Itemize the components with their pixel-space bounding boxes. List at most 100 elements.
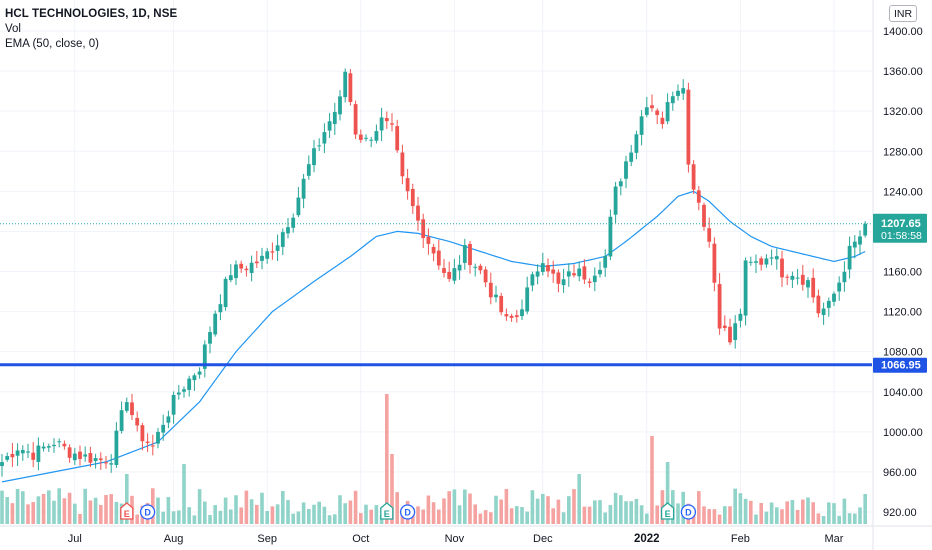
candle-body — [447, 272, 452, 279]
earnings-marker-shape — [660, 502, 675, 520]
candle — [806, 277, 810, 298]
candle — [182, 386, 186, 398]
volume-bar — [88, 500, 93, 524]
candle-body — [795, 277, 800, 279]
volume-bar — [421, 509, 425, 524]
volume-bar — [780, 509, 784, 524]
volume-bar — [821, 515, 826, 524]
candle-body — [26, 451, 30, 453]
dividend-marker[interactable]: D — [680, 504, 697, 520]
candle — [722, 315, 727, 332]
candle — [244, 265, 249, 277]
candle — [686, 82, 691, 173]
candle — [405, 168, 410, 200]
candle — [821, 302, 826, 325]
candle-body — [239, 263, 244, 269]
volume-bar — [598, 500, 602, 524]
candle — [504, 308, 509, 321]
volume-bar — [478, 513, 483, 524]
volume-bar — [806, 497, 810, 524]
earnings-marker[interactable]: E — [380, 502, 394, 520]
volume-bar — [837, 515, 841, 524]
earnings-marker[interactable]: E — [660, 502, 675, 520]
support-price-tag: 1066.95 — [873, 357, 927, 373]
volume-bar — [187, 507, 191, 524]
candle-body — [322, 132, 327, 144]
candle — [832, 291, 836, 307]
earnings-marker[interactable]: E — [120, 502, 134, 520]
candle-body — [639, 116, 644, 135]
dividend-marker[interactable]: D — [399, 504, 416, 520]
candle — [104, 455, 108, 469]
candle — [525, 276, 530, 315]
volume-bar — [192, 515, 197, 524]
candle-body — [421, 219, 426, 239]
price-tick-label: 960.00 — [883, 467, 917, 479]
volume-bar — [171, 511, 176, 524]
volume-bar — [338, 495, 342, 524]
candle — [603, 249, 608, 277]
volume-bar — [125, 474, 129, 524]
volume-bar — [587, 506, 592, 524]
ema-indicator-label[interactable]: EMA (50, close, 0) — [5, 38, 99, 50]
candle-body — [36, 445, 41, 462]
candle — [681, 79, 686, 100]
candle-body — [852, 241, 857, 248]
volume-bar — [551, 508, 555, 524]
candle — [306, 155, 311, 180]
candle — [124, 397, 129, 413]
candle-body — [171, 394, 176, 415]
candle-body — [764, 258, 769, 265]
candle — [816, 289, 821, 318]
candle — [696, 186, 701, 211]
candle-body — [826, 300, 831, 308]
candle — [509, 313, 514, 322]
candle — [46, 443, 51, 452]
candle-body — [520, 309, 524, 317]
candle-body — [301, 178, 306, 199]
currency-badge[interactable]: INR — [889, 5, 917, 22]
candle-body — [348, 73, 353, 102]
volume-bar — [390, 454, 394, 524]
candle-body — [67, 447, 72, 458]
candle-body — [270, 251, 275, 253]
candle — [88, 446, 93, 467]
grid-lines — [0, 0, 872, 525]
volume-bar — [327, 515, 332, 524]
volume-bar — [743, 498, 748, 524]
candle — [748, 256, 753, 266]
candle — [780, 250, 784, 287]
volume-bar — [697, 491, 701, 524]
candle-body — [436, 250, 441, 266]
volume-bar — [353, 490, 358, 524]
candle — [364, 134, 368, 142]
price-tick-label: 920.00 — [883, 507, 917, 519]
volume-bar — [239, 507, 243, 524]
candle-body — [228, 275, 233, 281]
candle-body — [514, 315, 519, 318]
volume-indicator-label[interactable]: Vol — [5, 23, 21, 35]
candle-body — [442, 268, 446, 273]
support-price-value: 1066.95 — [881, 360, 921, 372]
volume-bar — [426, 495, 431, 524]
candle — [452, 258, 457, 284]
candle — [239, 260, 244, 273]
candle — [249, 255, 254, 282]
candle-body — [286, 227, 290, 234]
candle-body — [582, 266, 587, 280]
volume-bar — [811, 502, 815, 524]
candle-body — [800, 274, 805, 285]
dividend-marker[interactable]: D — [139, 504, 156, 520]
candle — [150, 434, 155, 456]
candle — [208, 326, 212, 354]
candle-body — [790, 275, 795, 280]
volume-bar — [83, 488, 87, 524]
candle — [10, 443, 15, 467]
earnings-marker-letter: E — [384, 509, 390, 519]
candle — [483, 266, 488, 288]
volume-bar — [67, 492, 72, 524]
candle-body — [197, 371, 202, 375]
candle-body — [488, 282, 493, 298]
candle — [223, 276, 228, 311]
